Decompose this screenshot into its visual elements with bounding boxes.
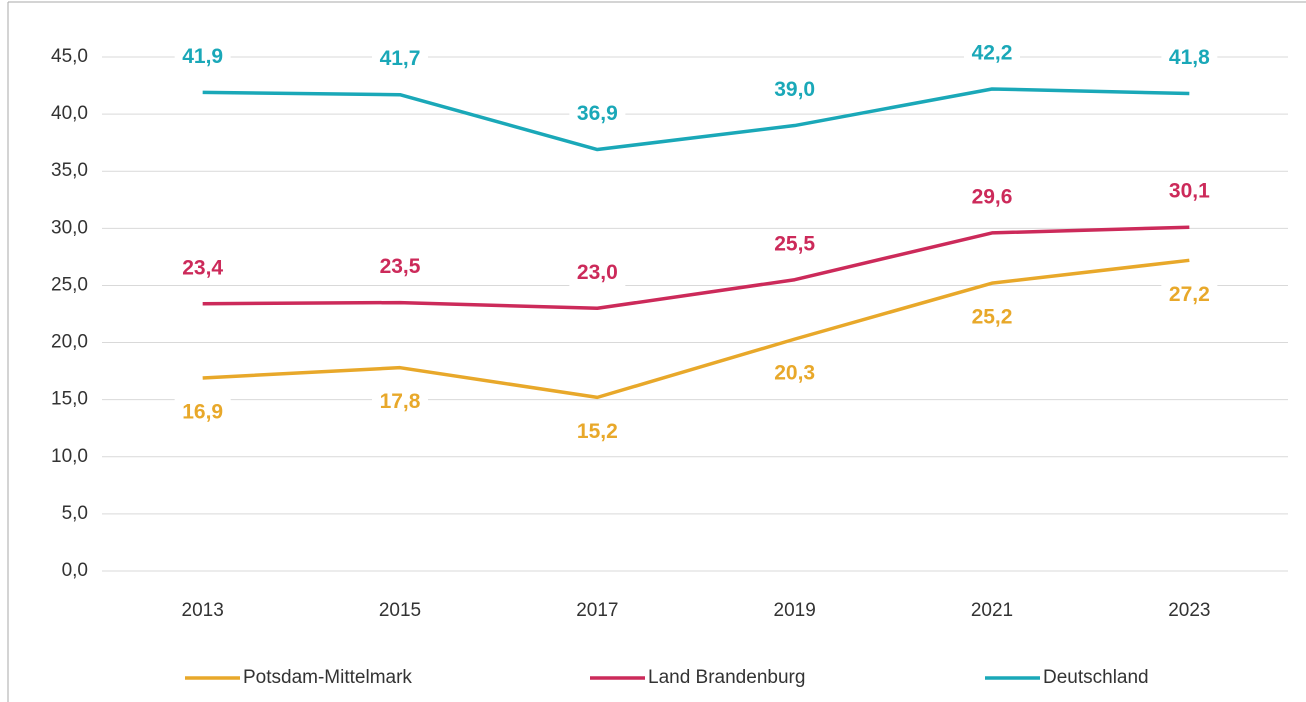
legend-label: Deutschland bbox=[1043, 667, 1149, 688]
value-label: 39,0 bbox=[774, 78, 815, 101]
value-label: 25,5 bbox=[774, 232, 815, 255]
y-tick-label: 45,0 bbox=[51, 46, 88, 67]
value-label: 41,9 bbox=[182, 45, 223, 68]
value-label: 30,1 bbox=[1169, 180, 1210, 203]
x-tick-label: 2023 bbox=[1168, 600, 1210, 621]
value-label-bg bbox=[1161, 178, 1218, 207]
value-label: 25,2 bbox=[972, 306, 1013, 329]
value-label: 23,5 bbox=[380, 255, 421, 278]
value-label-bg bbox=[964, 183, 1020, 212]
y-tick-label: 30,0 bbox=[51, 217, 88, 238]
value-label-bg bbox=[766, 76, 823, 105]
y-tick-label: 20,0 bbox=[51, 332, 88, 353]
value-label: 20,3 bbox=[774, 362, 815, 385]
x-tick-label: 2015 bbox=[379, 600, 421, 621]
value-label: 41,8 bbox=[1169, 46, 1210, 69]
x-tick-label: 2017 bbox=[576, 600, 618, 621]
y-tick-label: 35,0 bbox=[51, 160, 88, 181]
x-tick-label: 2013 bbox=[182, 600, 224, 621]
value-label: 15,2 bbox=[577, 420, 618, 443]
legend-label: Potsdam-Mittelmark bbox=[243, 667, 412, 688]
value-label-bg bbox=[569, 100, 626, 129]
value-label: 27,2 bbox=[1169, 283, 1210, 306]
value-label-bg bbox=[1161, 44, 1218, 73]
value-label-bg bbox=[372, 388, 428, 417]
y-tick-label: 40,0 bbox=[51, 103, 88, 124]
value-label-bg bbox=[766, 230, 823, 259]
line bbox=[202, 87, 1190, 152]
y-tick-label: 15,0 bbox=[51, 389, 88, 410]
value-label: 23,4 bbox=[182, 256, 223, 279]
value-label-bg bbox=[174, 254, 231, 283]
value-label-bg bbox=[372, 253, 428, 282]
value-label: 17,8 bbox=[380, 390, 421, 413]
x-tick-label: 2021 bbox=[971, 600, 1013, 621]
value-label: 16,9 bbox=[182, 401, 223, 424]
value-label-bg bbox=[174, 398, 231, 427]
value-label-bg bbox=[174, 43, 231, 72]
line bbox=[202, 258, 1190, 400]
value-label: 42,2 bbox=[972, 42, 1013, 65]
value-label-bg bbox=[569, 418, 626, 447]
value-label: 23,0 bbox=[577, 261, 618, 284]
value-label-bg bbox=[766, 360, 823, 389]
legend-label: Land Brandenburg bbox=[648, 667, 805, 688]
value-label-bg bbox=[372, 45, 428, 74]
value-label: 41,7 bbox=[380, 47, 421, 70]
value-label-bg bbox=[569, 259, 626, 288]
value-label-bg bbox=[964, 39, 1020, 68]
x-tick-label: 2019 bbox=[774, 600, 816, 621]
value-label: 29,6 bbox=[972, 185, 1013, 208]
line bbox=[202, 225, 1190, 311]
y-tick-label: 10,0 bbox=[51, 446, 88, 467]
value-label: 36,9 bbox=[577, 102, 618, 125]
y-tick-label: 25,0 bbox=[51, 274, 88, 295]
value-label-bg bbox=[1161, 281, 1218, 310]
y-tick-label: 5,0 bbox=[62, 503, 88, 524]
y-tick-label: 0,0 bbox=[62, 560, 88, 581]
value-label-bg bbox=[964, 304, 1020, 333]
